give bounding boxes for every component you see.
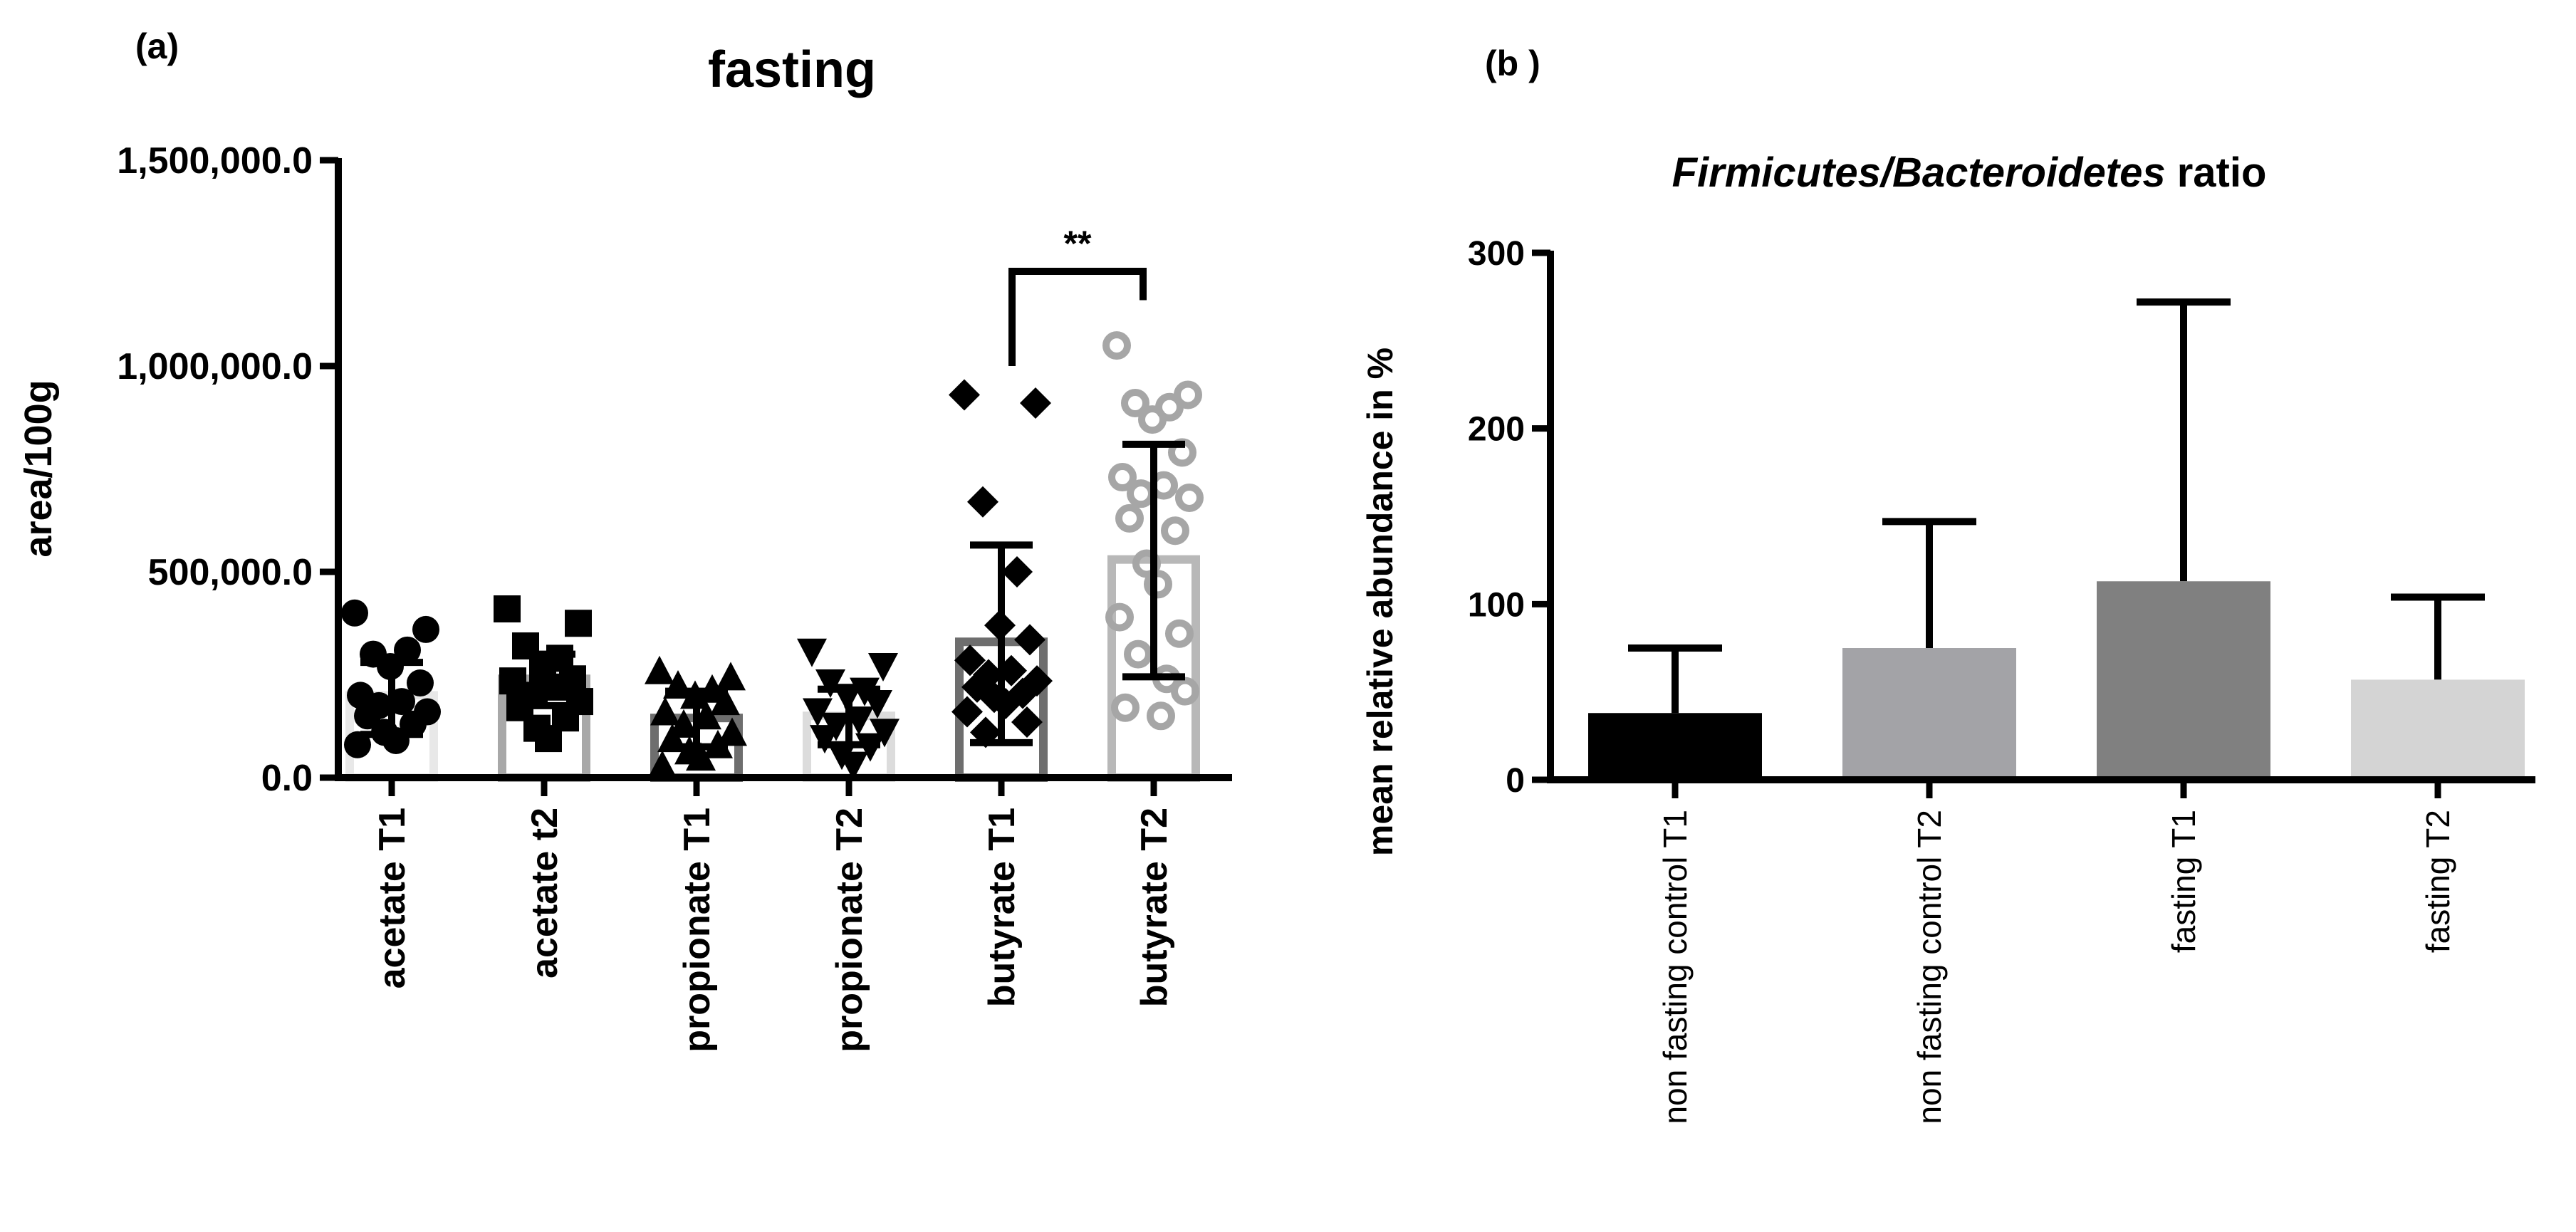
data-point xyxy=(1144,570,1172,599)
chart-b-x-tick-label: fasting T1 xyxy=(2165,810,2202,953)
data-point xyxy=(647,750,677,779)
data-point xyxy=(1105,602,1134,632)
data-point xyxy=(1174,380,1202,409)
data-point xyxy=(797,638,827,667)
data-point xyxy=(535,725,562,753)
chart-b-x-tick-label: non fasting control T1 xyxy=(1657,810,1694,1124)
data-point xyxy=(1161,516,1189,545)
data-point xyxy=(565,610,592,637)
data-point xyxy=(1102,331,1131,360)
data-point xyxy=(394,636,421,664)
data-point xyxy=(645,655,674,684)
data-point xyxy=(412,615,439,643)
chart-b-y-tick-label: 0 xyxy=(1506,762,1525,800)
chart-a-y-tick-label: 0.0 xyxy=(261,758,313,799)
data-point xyxy=(717,717,747,746)
chart-a-x-tick-label: acetate t2 xyxy=(524,808,565,978)
data-point xyxy=(1111,693,1140,722)
chart-b-title-italic: Firmicutes/Bacteroidetes xyxy=(1672,150,2166,196)
data-point xyxy=(650,696,680,726)
data-point xyxy=(1165,619,1194,648)
data-point xyxy=(1020,387,1051,419)
chart-b-y-axis-label: mean relative abundance in % xyxy=(1360,348,1400,856)
panel-b-label: (b ) xyxy=(1485,43,1540,83)
data-point xyxy=(1011,706,1043,738)
bar-non-fasting-control-t1 xyxy=(1588,713,1762,780)
data-point xyxy=(1138,405,1167,434)
data-point xyxy=(1124,640,1152,669)
chart-b-x-tick-label: non fasting control T2 xyxy=(1911,810,1948,1124)
data-point xyxy=(1127,479,1155,508)
data-point xyxy=(949,379,980,411)
significance-label: ** xyxy=(1064,224,1092,263)
data-point xyxy=(1014,624,1045,656)
data-point xyxy=(954,644,986,677)
chart-b-title-rest: ratio xyxy=(2166,150,2267,196)
data-point xyxy=(710,687,740,716)
data-point xyxy=(686,742,716,771)
bar-non-fasting-control-t2 xyxy=(1842,648,2016,780)
data-point xyxy=(951,696,983,728)
data-point xyxy=(815,669,845,699)
chart-b-x-tick-label: fasting T2 xyxy=(2419,810,2456,953)
bar-fasting-t1 xyxy=(2097,581,2270,780)
data-point xyxy=(407,669,434,697)
chart-b-title: Firmicutes/Bacteroidetes ratio xyxy=(1672,150,2267,196)
data-point xyxy=(1147,701,1175,731)
data-point xyxy=(967,486,998,518)
chart-a-y-tick-label: 500,000.0 xyxy=(148,552,313,593)
chart-a-fasting: fasting area/100g ** 0.0 500,000.0 1,000,000.… xyxy=(17,41,1232,1053)
chart-b-y-tick-label: 200 xyxy=(1468,411,1525,449)
data-point xyxy=(1175,483,1204,512)
data-point xyxy=(716,662,746,691)
chart-a-y-axis-label: area/100g xyxy=(17,380,60,557)
chart-b-y-tick-label: 100 xyxy=(1468,586,1525,624)
data-point xyxy=(341,599,368,627)
data-point xyxy=(494,595,521,623)
data-point xyxy=(1001,556,1033,588)
data-point xyxy=(1171,677,1199,706)
chart-a-x-tick-label: butyrate T2 xyxy=(1134,808,1175,1007)
chart-a-y-tick-label: 1,500,000.0 xyxy=(117,140,313,182)
data-point xyxy=(1121,389,1149,418)
data-point xyxy=(669,709,699,738)
chart-a-x-tick-label: butyrate T1 xyxy=(981,808,1023,1007)
chart-a-x-tick-label: propionate T2 xyxy=(829,808,870,1053)
chart-a-y-tick-label: 1,000,000.0 xyxy=(117,346,313,387)
data-point xyxy=(1115,503,1144,533)
significance-bracket xyxy=(1008,268,1147,366)
data-point xyxy=(810,725,840,754)
data-point xyxy=(354,702,381,730)
data-point xyxy=(838,751,868,781)
data-point xyxy=(803,698,833,727)
data-point xyxy=(870,719,899,748)
chart-a-x-tick-label: acetate T1 xyxy=(372,808,413,988)
chart-b-y-tick-label: 300 xyxy=(1468,235,1525,273)
chart-a-title: fasting xyxy=(708,41,876,98)
data-point xyxy=(868,652,898,682)
panel-a-label: (a) xyxy=(135,26,179,66)
chart-b-ratio: Firmicutes/Bacteroidetes ratio mean relat… xyxy=(1360,150,2535,1124)
data-point xyxy=(862,689,892,719)
chart-a-x-tick-label: propionate T1 xyxy=(677,808,718,1053)
data-point xyxy=(1108,463,1137,492)
bar-fasting-t2 xyxy=(2351,679,2525,780)
